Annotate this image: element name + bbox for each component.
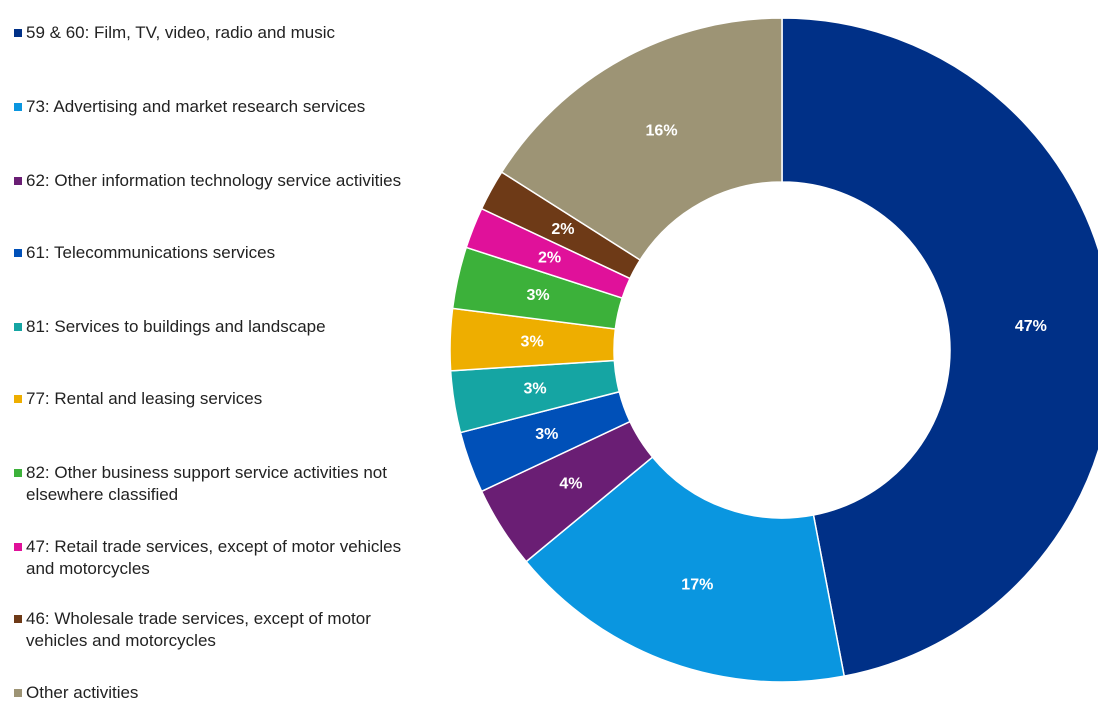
legend-swatch [14,469,22,477]
slice-value-label: 3% [521,334,544,351]
legend-label: 77: Rental and leasing services [26,389,263,408]
legend-item: 77: Rental and leasing services [14,388,404,410]
legend-label: 62: Other information technology service… [26,171,402,190]
legend-swatch [14,249,22,257]
slice-value-label: 47% [1015,318,1047,335]
slice-value-label: 3% [535,426,558,443]
legend-swatch [14,543,22,551]
legend-label: 82: Other business support service activ… [26,463,387,504]
legend-item: 61: Telecommunications services [14,242,404,264]
legend-swatch [14,323,22,331]
legend-label: Other activities [26,683,139,702]
legend-item: 82: Other business support service activ… [14,462,404,506]
slice-value-label: 16% [646,122,678,139]
legend-item: 73: Advertising and market research serv… [14,96,404,118]
slice-value-label: 3% [524,381,547,398]
slice-value-label: 4% [559,475,582,492]
legend-item: 62: Other information technology service… [14,170,404,192]
legend-swatch [14,689,22,697]
legend-item: 47: Retail trade services, except of mot… [14,536,404,580]
slice-value-label: 3% [526,287,549,304]
legend-swatch [14,615,22,623]
slice-value-label: 2% [551,221,574,238]
legend-item: 81: Services to buildings and landscape [14,316,404,338]
legend-swatch [14,103,22,111]
legend-label: 59 & 60: Film, TV, video, radio and musi… [26,23,335,42]
legend-item: Other activities [14,682,404,704]
donut-slice [500,17,783,262]
legend-item: 46: Wholesale trade services, except of … [14,608,404,652]
legend-label: 46: Wholesale trade services, except of … [26,609,371,650]
legend-label: 61: Telecommunications services [26,243,276,262]
legend-label: 81: Services to buildings and landscape [26,317,326,336]
legend-label: 73: Advertising and market research serv… [26,97,366,116]
legend-item: 59 & 60: Film, TV, video, radio and musi… [14,22,404,44]
slice-value-label: 17% [681,577,713,594]
donut-slice [781,17,1098,677]
legend-swatch [14,177,22,185]
legend-label: 47: Retail trade services, except of mot… [26,537,402,578]
legend-swatch [14,395,22,403]
slice-value-label: 2% [538,249,561,266]
donut-slice [525,456,846,683]
legend-swatch [14,29,22,37]
